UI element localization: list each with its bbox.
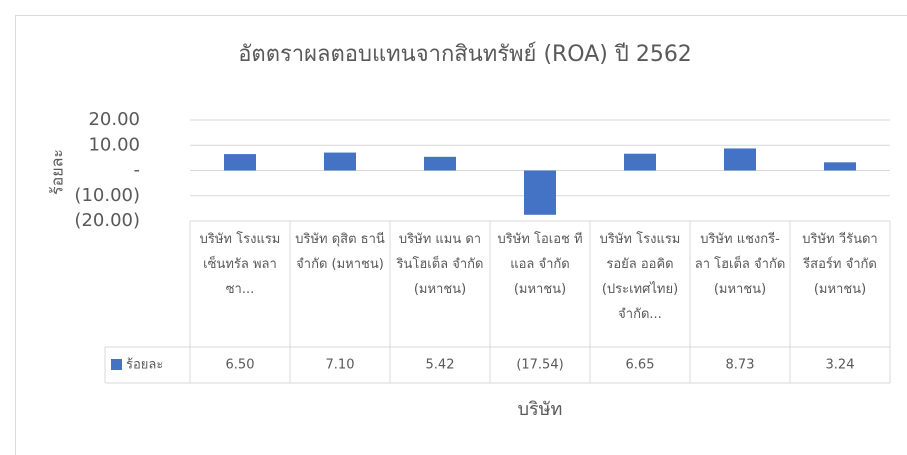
bar xyxy=(624,153,656,171)
category-label: บริษัท แมน ดารินโฮเต็ล จำกัด (มหาชน) xyxy=(396,232,484,297)
y-tick-label: (20.00) xyxy=(74,210,140,231)
legend-label: ร้อยละ xyxy=(126,358,163,373)
bar xyxy=(224,154,256,171)
value-label: 3.24 xyxy=(826,358,855,373)
chart-frame xyxy=(15,15,907,455)
y-tick-label: 20.00 xyxy=(88,109,140,130)
value-label: (17.54) xyxy=(516,358,563,373)
value-label: 6.65 xyxy=(626,358,655,373)
bar xyxy=(324,152,356,171)
bar xyxy=(524,170,556,215)
bar xyxy=(824,162,856,171)
category-label: บริษัท โรงแรม เซ็นทรัล พลาซา... xyxy=(199,232,281,297)
y-tick-label: - xyxy=(134,160,141,181)
category-label: บริษัท โรงแรม รอยัล ออคิด (ประเทศไทย) จำ… xyxy=(599,232,681,322)
chart-title: อัตตราผลตอบแทนจากสินทรัพย์ (ROA) ปี 2562 xyxy=(238,42,692,67)
category-label: บริษัท ดุสิต ธานี จำกัด (มหาชน) xyxy=(295,232,385,272)
y-tick-label: (10.00) xyxy=(74,185,140,206)
value-label: 8.73 xyxy=(726,358,755,373)
y-axis-title: ร้อยละ xyxy=(48,149,67,195)
value-label: 7.10 xyxy=(326,358,355,373)
bar xyxy=(424,156,456,171)
y-tick-label: 10.00 xyxy=(88,134,140,155)
legend-swatch xyxy=(111,359,122,370)
category-label: บริษัท แชงกรี- ลา โฮเต็ล จำกัด (มหาชน) xyxy=(694,232,786,297)
bar xyxy=(724,148,756,171)
x-axis-title: บริษัท xyxy=(518,399,563,420)
value-label: 6.50 xyxy=(226,358,255,373)
value-label: 5.42 xyxy=(426,358,455,373)
category-label: บริษัท โอเอช ทีแอล จำกัด (มหาชน) xyxy=(497,232,583,297)
category-label: บริษัท วีรันดา รีสอร์ท จำกัด (มหาชน) xyxy=(802,232,878,297)
